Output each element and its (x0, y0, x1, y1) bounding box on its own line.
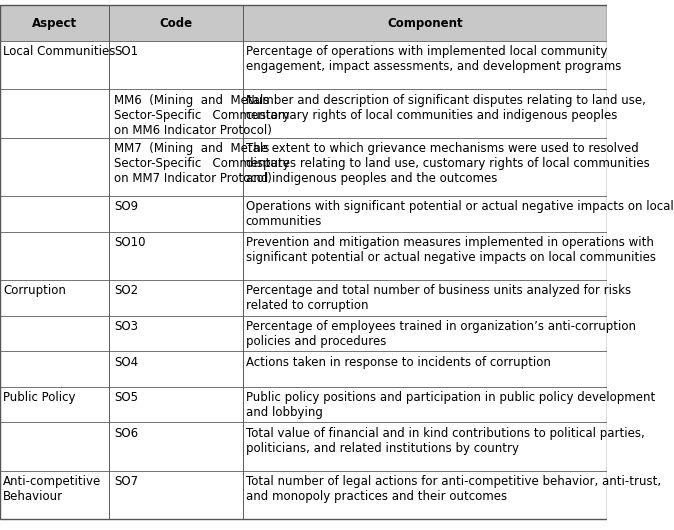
Bar (243, 90, 607, 138)
Bar (243, 471, 607, 519)
Text: Percentage and total number of business units analyzed for risks related to corr: Percentage and total number of business … (246, 285, 631, 312)
Text: MM7  (Mining  and  Metals
Sector-Specific   Commentary
on MM7 Indicator Protocol: MM7 (Mining and Metals Sector-Specific C… (114, 142, 290, 185)
Text: The extent to which grievance mechanisms were used to resolved disputes relating: The extent to which grievance mechanisms… (246, 142, 650, 185)
Bar (0, 232, 109, 280)
Bar (109, 280, 243, 316)
Bar (243, 422, 607, 471)
Text: SO9: SO9 (114, 200, 138, 213)
Text: Public policy positions and participation in public policy development and lobby: Public policy positions and participatio… (246, 391, 655, 419)
Bar (243, 41, 607, 90)
Bar (109, 316, 243, 351)
Bar (109, 90, 243, 138)
Bar (109, 387, 243, 422)
Bar (243, 280, 607, 316)
Text: SO6: SO6 (114, 427, 138, 440)
Text: Percentage of employees trained in organization’s anti-corruption policies and p: Percentage of employees trained in organ… (246, 320, 636, 348)
Text: Corruption: Corruption (3, 285, 66, 297)
Text: Total number of legal actions for anti-competitive behavior, anti-trust, and mon: Total number of legal actions for anti-c… (246, 475, 661, 503)
Text: Component: Component (387, 16, 463, 30)
Text: Operations with significant potential or actual negative impacts on local commun: Operations with significant potential or… (246, 200, 673, 228)
Bar (243, 5, 607, 41)
Bar (0, 471, 109, 519)
Bar (243, 196, 607, 232)
Text: Anti-competitive
Behaviour: Anti-competitive Behaviour (3, 475, 101, 503)
Text: Percentage of operations with implemented local community engagement, impact ass: Percentage of operations with implemente… (246, 45, 621, 73)
Bar (0, 422, 109, 471)
Bar (0, 5, 109, 41)
Text: SO4: SO4 (114, 356, 138, 368)
Bar (109, 138, 243, 196)
Text: SO1: SO1 (114, 45, 138, 58)
Bar (243, 232, 607, 280)
Text: SO7: SO7 (114, 475, 138, 488)
Bar (0, 41, 109, 90)
Bar (0, 351, 109, 387)
Bar (243, 316, 607, 351)
Text: Actions taken in response to incidents of corruption: Actions taken in response to incidents o… (246, 356, 551, 368)
Bar (109, 5, 243, 41)
Text: SO2: SO2 (114, 285, 138, 297)
Bar (0, 90, 109, 138)
Text: MM6  (Mining  and  Metals
Sector-Specific   Commentary
on MM6 Indicator Protocol: MM6 (Mining and Metals Sector-Specific C… (114, 94, 290, 137)
Text: Code: Code (160, 16, 193, 30)
Bar (0, 196, 109, 232)
Text: Aspect: Aspect (32, 16, 78, 30)
Text: SO5: SO5 (114, 391, 138, 404)
Bar (109, 351, 243, 387)
Bar (109, 232, 243, 280)
Bar (109, 196, 243, 232)
Text: Prevention and mitigation measures implemented in operations with significant po: Prevention and mitigation measures imple… (246, 236, 656, 264)
Bar (0, 280, 109, 316)
Text: Number and description of significant disputes relating to land use, customary r: Number and description of significant di… (246, 94, 646, 121)
Text: SO3: SO3 (114, 320, 138, 333)
Bar (0, 316, 109, 351)
Bar (0, 387, 109, 422)
Text: Public Policy: Public Policy (3, 391, 75, 404)
Text: Total value of financial and in kind contributions to political parties, politic: Total value of financial and in kind con… (246, 427, 644, 455)
Bar (243, 387, 607, 422)
Bar (109, 41, 243, 90)
Bar (243, 351, 607, 387)
Bar (0, 138, 109, 196)
Text: Local Communities: Local Communities (3, 45, 115, 58)
Bar (109, 422, 243, 471)
Bar (109, 471, 243, 519)
Bar (243, 138, 607, 196)
Text: SO10: SO10 (114, 236, 146, 249)
